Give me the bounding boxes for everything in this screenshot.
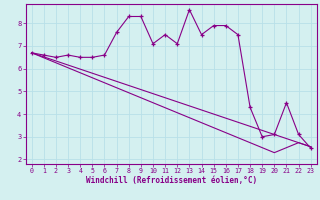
X-axis label: Windchill (Refroidissement éolien,°C): Windchill (Refroidissement éolien,°C) (86, 176, 257, 185)
